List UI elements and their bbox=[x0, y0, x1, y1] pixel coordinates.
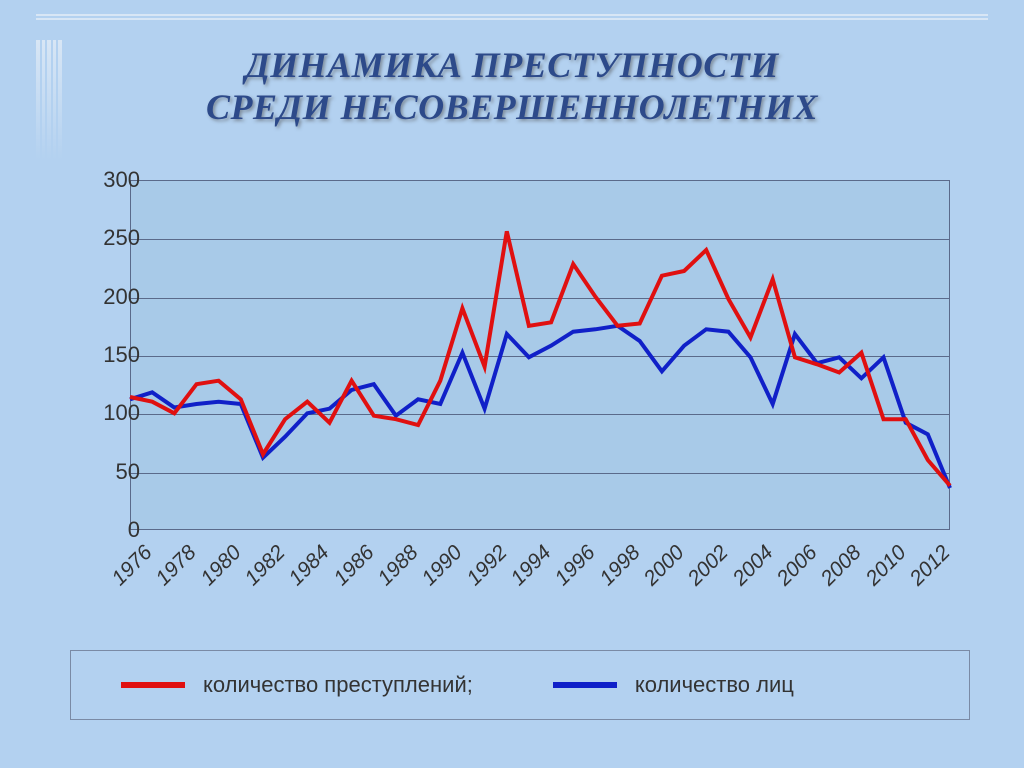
x-tick-label: 1984 bbox=[285, 541, 335, 591]
decorative-top-rule bbox=[36, 14, 988, 20]
y-tick-label: 150 bbox=[90, 342, 140, 368]
legend-label-persons: количество лиц bbox=[635, 672, 794, 698]
x-tick-label: 1982 bbox=[240, 541, 290, 591]
y-tick-label: 50 bbox=[90, 459, 140, 485]
x-tick-label: 1978 bbox=[152, 541, 202, 591]
x-tick-label: 2002 bbox=[684, 541, 734, 591]
legend-swatch-crimes bbox=[121, 682, 185, 688]
line-chart-svg bbox=[130, 180, 950, 530]
title-line-2: СРЕДИ НЕСОВЕРШЕННОЛЕТНИХ bbox=[0, 86, 1024, 128]
y-tick-label: 100 bbox=[90, 400, 140, 426]
x-tick-label: 1994 bbox=[506, 541, 556, 591]
legend-label-crimes: количество преступлений; bbox=[203, 672, 473, 698]
x-tick-label: 1990 bbox=[418, 541, 468, 591]
y-tick-label: 0 bbox=[90, 517, 140, 543]
x-tick-label: 2010 bbox=[861, 541, 911, 591]
title-line-1: ДИНАМИКА ПРЕСТУПНОСТИ bbox=[0, 44, 1024, 86]
x-tick-label: 2012 bbox=[905, 541, 955, 591]
x-tick-label: 1980 bbox=[196, 541, 246, 591]
x-tick-label: 1996 bbox=[551, 541, 601, 591]
x-tick-label: 1988 bbox=[373, 541, 423, 591]
legend-swatch-persons bbox=[553, 682, 617, 688]
line-persons bbox=[130, 326, 950, 488]
x-tick-label: 1986 bbox=[329, 541, 379, 591]
chart-area: 0501001502002503001976197819801982198419… bbox=[70, 180, 970, 590]
x-tick-label: 1992 bbox=[462, 541, 512, 591]
y-tick-label: 250 bbox=[90, 225, 140, 251]
x-tick-label: 2004 bbox=[728, 541, 778, 591]
x-tick-label: 1976 bbox=[107, 541, 157, 591]
x-tick-label: 1998 bbox=[595, 541, 645, 591]
x-tick-label: 2006 bbox=[772, 541, 822, 591]
chart-title: ДИНАМИКА ПРЕСТУПНОСТИ СРЕДИ НЕСОВЕРШЕННО… bbox=[0, 44, 1024, 128]
legend-item-persons: количество лиц bbox=[553, 672, 794, 698]
legend: количество преступлений; количество лиц bbox=[70, 650, 970, 720]
y-tick-label: 200 bbox=[90, 284, 140, 310]
y-tick-label: 300 bbox=[90, 167, 140, 193]
x-tick-label: 2008 bbox=[817, 541, 867, 591]
legend-item-crimes: количество преступлений; bbox=[121, 672, 473, 698]
x-tick-label: 2000 bbox=[639, 541, 689, 591]
